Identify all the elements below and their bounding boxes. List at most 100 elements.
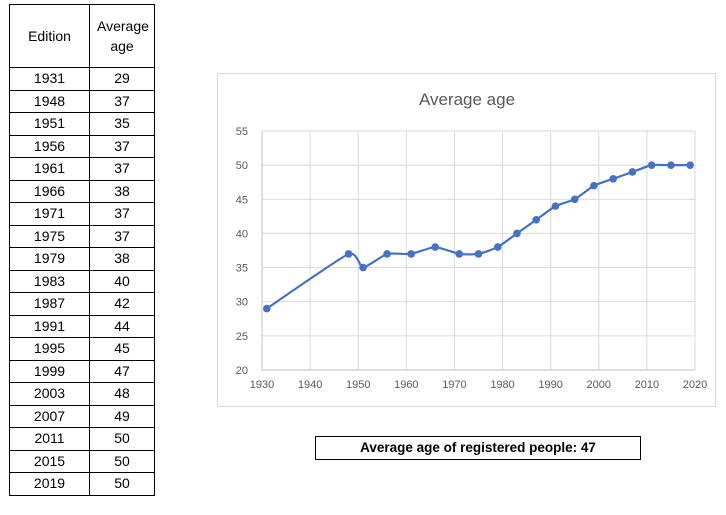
table-row: 2007 49	[9, 404, 155, 428]
x-tick-label: 2010	[635, 379, 659, 391]
line-chart: Average age 1930 1940 1950 1960 1970 1980 1990…	[236, 90, 707, 391]
cell-average-age: 38	[89, 179, 155, 203]
cell-edition: 2003	[9, 382, 90, 406]
summary-text: Average age of registered people: 47	[360, 440, 596, 455]
series-layer	[263, 161, 694, 313]
cell-average-age: 49	[89, 404, 155, 428]
data-point	[513, 229, 521, 238]
data-point	[263, 304, 271, 313]
table-row: 1975 37	[9, 224, 155, 248]
table-row: 1948 37	[9, 89, 155, 113]
cell-edition: 2007	[9, 404, 90, 428]
x-tick-label: 1940	[298, 379, 322, 391]
cell-edition: 1983	[9, 269, 90, 293]
table-row: 1999 47	[9, 359, 155, 383]
cell-edition: 1951	[9, 112, 90, 136]
x-tick-label: 2000	[587, 379, 611, 391]
table-row: 2015 50	[9, 449, 155, 473]
chart-container: Average age 1930 1940 1950 1960 1970 1980 1990…	[217, 73, 716, 407]
table-row: 2019 50	[9, 472, 155, 496]
header-edition: Edition	[9, 4, 90, 68]
cell-edition: 1956	[9, 134, 90, 158]
cell-edition: 2011	[9, 427, 90, 451]
x-tick-label: 1960	[394, 379, 418, 391]
cell-edition: 1979	[9, 247, 90, 271]
data-point	[686, 161, 694, 169]
y-tick-label: 30	[236, 297, 248, 309]
data-point	[590, 181, 598, 190]
cell-edition: 1971	[9, 202, 90, 226]
cell-average-age: 37	[89, 134, 155, 158]
cell-edition: 1987	[9, 292, 90, 316]
cell-average-age: 37	[89, 89, 155, 113]
cell-edition: 2015	[9, 449, 90, 473]
x-tick-label: 1980	[490, 379, 514, 391]
tick-layer: 1930 1940 1950 1960 1970 1980 1990 2000 2010 2020…	[236, 126, 707, 391]
table-row: 2003 48	[9, 382, 155, 406]
cell-edition: 1931	[9, 67, 90, 91]
table-row: 1995 45	[9, 337, 155, 361]
data-point	[532, 215, 541, 224]
cell-average-age: 37	[89, 202, 155, 226]
data-point	[570, 195, 579, 204]
x-tick-label: 1970	[442, 379, 466, 391]
data-point	[407, 250, 415, 258]
cell-average-age: 40	[89, 269, 155, 293]
table-row: 2011 50	[9, 427, 155, 451]
y-tick-label: 20	[236, 365, 248, 377]
cell-average-age: 37	[89, 157, 155, 181]
x-tick-label: 1930	[250, 379, 274, 391]
y-tick-label: 45	[236, 194, 248, 206]
data-point	[628, 168, 637, 176]
table-row: 1951 35	[9, 112, 155, 136]
cell-edition: 1975	[9, 224, 90, 248]
data-point	[647, 161, 656, 169]
cell-edition: 2019	[9, 472, 90, 496]
grid-layer	[261, 130, 696, 371]
y-tick-label: 40	[236, 228, 248, 240]
cell-edition: 1999	[9, 359, 90, 383]
x-tick-label: 1950	[346, 379, 370, 391]
data-table: Edition Average age 1931 29 1948 37 1951 35 19…	[9, 4, 155, 496]
series-line	[266, 163, 691, 310]
data-point	[431, 243, 439, 251]
table-row: 1983 40	[9, 269, 155, 293]
data-point	[667, 161, 675, 169]
cell-average-age: 50	[89, 427, 155, 451]
cell-average-age: 37	[89, 224, 155, 248]
data-point	[493, 243, 502, 251]
cell-average-age: 45	[89, 337, 155, 361]
table-row: 1961 37	[9, 157, 155, 181]
cell-edition: 1948	[9, 89, 90, 113]
data-point	[455, 250, 464, 258]
table-header-row: Edition Average age	[9, 4, 155, 68]
chart-title: Average age	[419, 90, 515, 109]
cell-average-age: 50	[89, 449, 155, 473]
cell-edition: 1995	[9, 337, 90, 361]
cell-average-age: 38	[89, 247, 155, 271]
cell-average-age: 29	[89, 67, 155, 91]
cell-average-age: 44	[89, 314, 155, 338]
table-row: 1966 38	[9, 179, 155, 203]
data-point	[383, 250, 391, 258]
cell-average-age: 48	[89, 382, 155, 406]
cell-edition: 1961	[9, 157, 90, 181]
data-point	[359, 263, 367, 272]
table-row: 1979 38	[9, 247, 155, 271]
x-tick-label: 1990	[538, 379, 562, 391]
table-row: 1956 37	[9, 134, 155, 158]
y-tick-label: 35	[236, 263, 248, 275]
cell-average-age: 42	[89, 292, 155, 316]
cell-average-age: 50	[89, 472, 155, 496]
cell-edition: 1991	[9, 314, 90, 338]
table-row: 1987 42	[9, 292, 155, 316]
header-average-age: Average age	[89, 4, 155, 68]
table-row: 1991 44	[9, 314, 155, 338]
table-row: 1931 29	[9, 67, 155, 91]
y-tick-label: 25	[236, 331, 248, 343]
y-tick-label: 55	[236, 126, 248, 138]
y-tick-label: 50	[236, 160, 248, 172]
header-average-age-text: Average age	[97, 18, 149, 54]
cell-average-age: 47	[89, 359, 155, 383]
data-point	[474, 250, 483, 258]
